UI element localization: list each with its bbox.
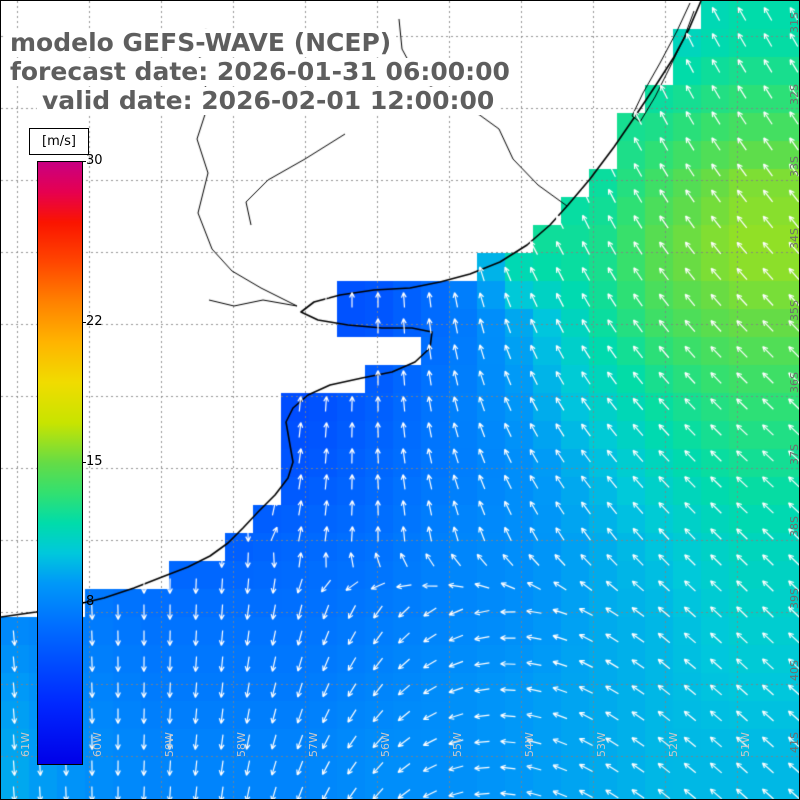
colorbar-tick-label: 30 xyxy=(86,153,103,168)
lat-tick-label: 41S xyxy=(788,732,800,753)
model-title: modelo GEFS-WAVE (NCEP) xyxy=(5,29,397,57)
colorbar xyxy=(37,161,83,765)
colorbar-tick-mark xyxy=(82,161,86,162)
colorbar-tick-mark xyxy=(82,462,86,463)
lat-tick-label: 34S xyxy=(788,228,800,249)
lat-tick-label: 38S xyxy=(788,516,800,537)
lon-tick-label: 61W xyxy=(19,732,32,757)
lat-tick-label: 37S xyxy=(788,444,800,465)
lon-tick-label: 54W xyxy=(523,732,536,757)
colorbar-tick-mark xyxy=(82,602,86,604)
colorbar-tick-mark xyxy=(82,321,86,323)
colorbar-unit-label: [m/s] xyxy=(29,128,89,155)
lon-tick-label: 53W xyxy=(595,732,608,757)
lon-tick-label: 52W xyxy=(667,732,680,757)
lat-tick-label: 31S xyxy=(788,12,800,33)
valid-date-line: valid date: 2026-02-01 12:00:00 xyxy=(37,87,500,115)
colorbar-tick-label: 22 xyxy=(86,313,103,329)
lat-tick-label: 33S xyxy=(788,156,800,177)
lon-tick-label: 60W xyxy=(91,732,104,757)
colorbar-tick-label: 8 xyxy=(86,594,95,610)
lat-tick-label: 40S xyxy=(788,660,800,681)
lon-tick-label: 55W xyxy=(451,732,464,757)
header-block: modelo GEFS-WAVE (NCEP) forecast date: 2… xyxy=(5,29,515,116)
lat-tick-label: 35S xyxy=(788,300,800,321)
colorbar-tick-label: 15 xyxy=(86,454,103,469)
forecast-date-line: forecast date: 2026-01-31 06:00:00 xyxy=(5,58,515,86)
lon-tick-label: 51W xyxy=(739,732,752,757)
lon-tick-label: 57W xyxy=(307,732,320,757)
lon-tick-label: 56W xyxy=(379,732,392,757)
lon-tick-label: 59W xyxy=(163,732,176,757)
lat-tick-label: 36S xyxy=(788,372,800,393)
lon-tick-label: 58W xyxy=(235,732,248,757)
lat-tick-label: 32S xyxy=(788,84,800,105)
lat-tick-label: 39S xyxy=(788,588,800,609)
